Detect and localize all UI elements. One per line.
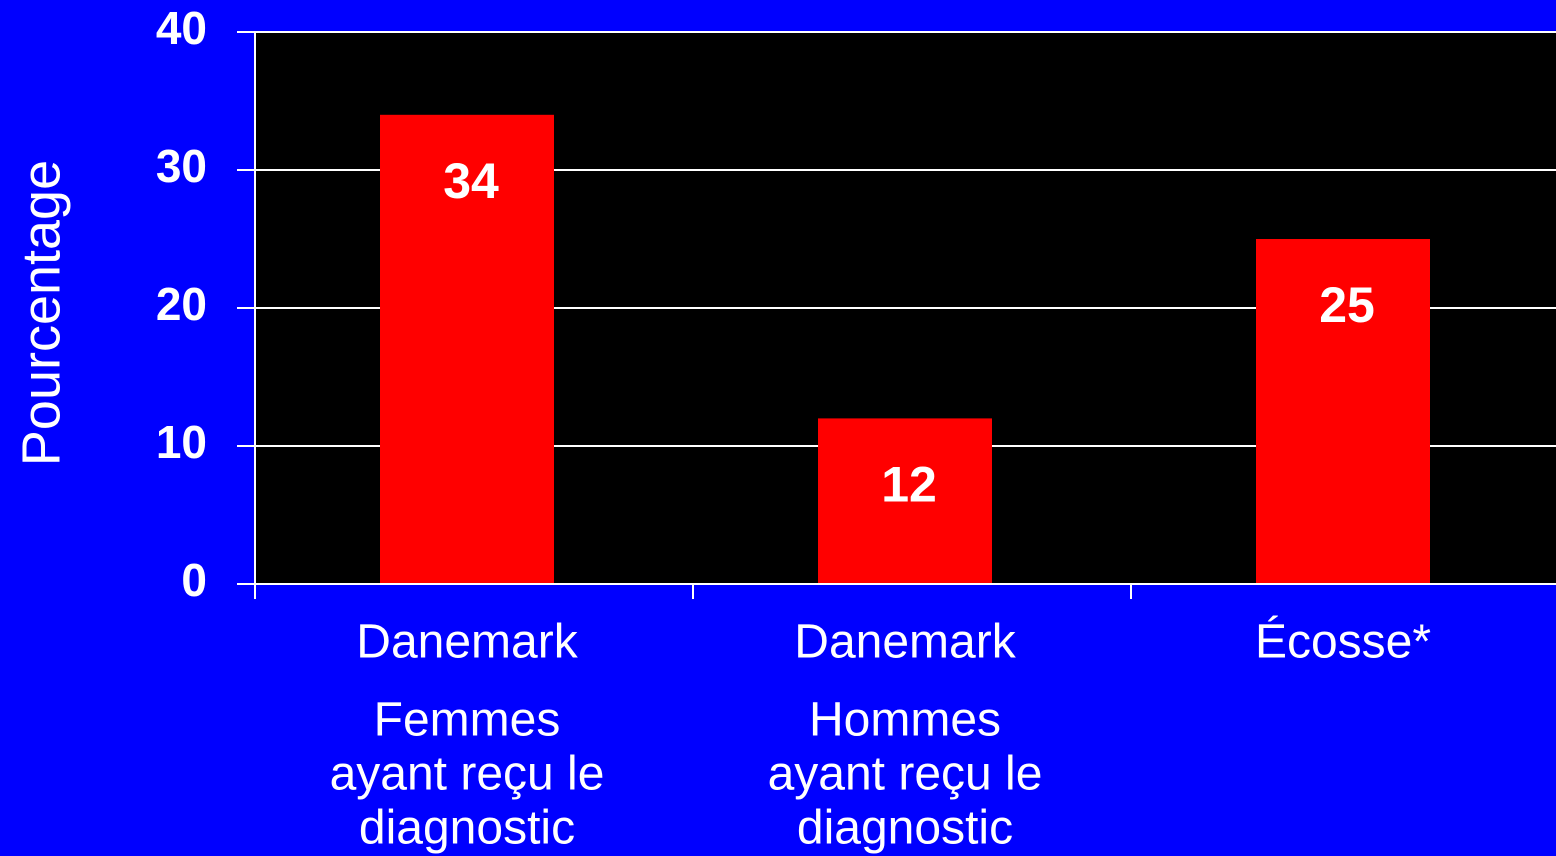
x-tick-label: Hommes: [809, 694, 1001, 747]
x-tick-label: diagnostic: [797, 802, 1013, 855]
y-axis-label: Pourcentage: [11, 160, 71, 466]
y-tick-label: 10: [156, 416, 207, 468]
value-label: 25: [1319, 277, 1375, 333]
value-label: 34: [443, 153, 499, 209]
x-tick-label: Femmes: [374, 694, 561, 747]
y-tick-label: 20: [156, 278, 207, 330]
y-tick-label: 0: [181, 554, 207, 606]
bar: [1256, 239, 1430, 584]
bar: [380, 114, 554, 585]
y-tick-label: 30: [156, 140, 207, 192]
x-tick-label: Écosse*: [1255, 616, 1431, 669]
x-tick-label: ayant reçu le: [330, 748, 605, 801]
x-tick-label: diagnostic: [359, 802, 575, 855]
x-tick-label: ayant reçu le: [768, 748, 1043, 801]
y-tick-label: 40: [156, 2, 207, 54]
value-label: 12: [881, 457, 937, 513]
bar: [818, 418, 992, 584]
x-tick-label: Danemark: [356, 616, 578, 669]
x-tick-label: Danemark: [794, 616, 1016, 669]
